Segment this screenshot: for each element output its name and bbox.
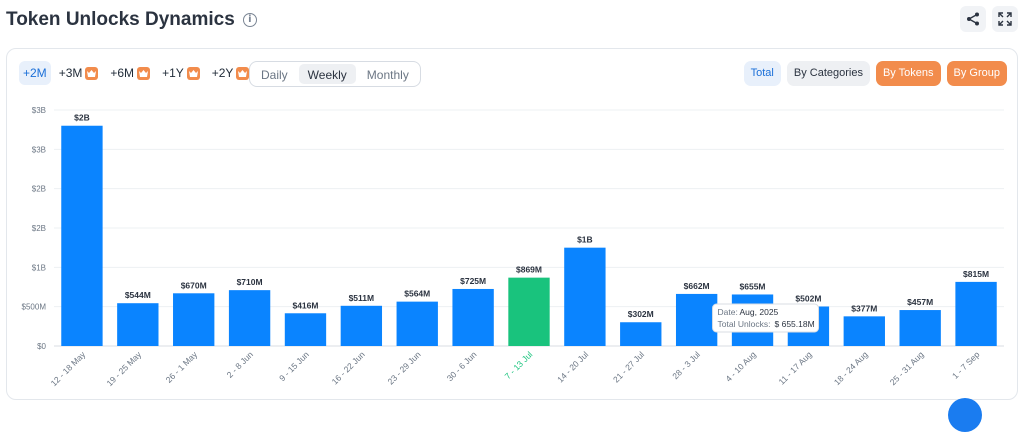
bar[interactable] — [899, 310, 941, 346]
bar-value-label: $655M — [740, 281, 766, 291]
range-option-label: +6M — [110, 66, 135, 80]
bar-value-label: $377M — [851, 303, 877, 313]
title-row: Token Unlocks Dynamics i — [6, 6, 257, 34]
range-option-plus-2y[interactable]: +2Y — [208, 61, 254, 85]
bar[interactable] — [564, 247, 606, 346]
bar[interactable] — [396, 301, 438, 346]
range-option-label: +2Y — [211, 66, 234, 80]
bar[interactable] — [284, 313, 327, 346]
bar[interactable] — [173, 293, 215, 346]
range-selector: +2M +3M +6M +1Y +2Y — [19, 61, 253, 85]
bar-value-label: $2B — [74, 113, 90, 123]
tooltip-box — [712, 303, 820, 333]
bar[interactable] — [955, 281, 997, 346]
granularity-monthly[interactable]: Monthly — [366, 68, 409, 82]
range-option-plus-1y[interactable]: +1Y — [158, 61, 204, 85]
bar-value-label: $725M — [460, 276, 486, 286]
range-option-plus-6m[interactable]: +6M — [106, 61, 154, 85]
bar[interactable] — [117, 303, 159, 346]
y-tick-label: $2B — [32, 185, 46, 194]
y-tick-label: $3B — [32, 106, 46, 115]
range-option-label: +3M — [58, 66, 83, 80]
x-tick-label: 16 - 22 Jun — [330, 349, 367, 386]
header-actions — [960, 6, 1018, 32]
x-tick-label: 18 - 24 Aug — [832, 349, 870, 387]
bar[interactable] — [61, 125, 103, 346]
group-by-tokens-button[interactable]: By Tokens — [875, 61, 941, 86]
group-total-button[interactable]: Total — [743, 61, 781, 86]
expand-button[interactable] — [992, 6, 1018, 32]
bar[interactable] — [620, 322, 662, 346]
share-icon — [967, 12, 979, 26]
group-by-group-button[interactable]: By Group — [946, 61, 1007, 86]
x-tick-label: 28 - 3 Jul — [670, 349, 702, 381]
crown-icon — [85, 66, 99, 80]
y-tick-label: $1B — [32, 263, 46, 272]
range-option-plus-2m[interactable]: +2M — [19, 61, 51, 85]
crown-icon — [137, 66, 151, 80]
crown-icon — [186, 66, 200, 80]
y-tick-label: $3B — [32, 145, 46, 154]
x-tick-label: 21 - 27 Jul — [611, 349, 646, 384]
expand-icon — [998, 12, 1012, 26]
bar-value-label: $416M — [292, 300, 318, 310]
bar[interactable] — [843, 316, 885, 346]
help-button[interactable] — [948, 398, 982, 432]
x-tick-label: 9 - 15 Jun — [277, 349, 311, 383]
x-tick-label: 11 - 17 Aug — [776, 349, 814, 387]
x-tick-label: 7 - 13 Jul — [503, 349, 535, 381]
bar-value-label: $564M — [404, 289, 430, 299]
crown-icon — [236, 66, 250, 80]
bar-value-label: $502M — [795, 294, 821, 304]
x-tick-label: 25 - 31 Aug — [888, 349, 926, 387]
bar-value-label: $710M — [237, 277, 263, 287]
x-tick-label: 19 - 25 May — [104, 349, 143, 388]
bar[interactable] — [340, 305, 383, 346]
y-tick-label: $2B — [32, 224, 46, 233]
granularity-weekly[interactable]: Weekly — [298, 64, 356, 84]
bar-value-label: $1B — [577, 235, 593, 245]
bar-value-label: $815M — [963, 269, 989, 279]
range-option-plus-3m[interactable]: +3M — [55, 61, 103, 85]
y-tick-label: $500M — [22, 303, 47, 312]
tooltip-date-value: Aug, 2025 — [740, 307, 779, 317]
x-tick-label: 26 - 1 May — [164, 349, 200, 385]
granularity-toggle: Daily Weekly Monthly — [249, 61, 421, 87]
bar[interactable] — [675, 293, 718, 346]
x-tick-label: 23 - 29 Jun — [386, 349, 423, 386]
bar[interactable] — [508, 277, 550, 346]
bar-value-label: $670M — [181, 280, 207, 290]
page-title: Token Unlocks Dynamics — [6, 9, 235, 30]
bar[interactable] — [452, 288, 494, 346]
bar[interactable] — [228, 290, 271, 346]
bar-value-label: $511M — [349, 293, 375, 303]
group-by-categories-button[interactable]: By Categories — [786, 61, 870, 86]
bar-value-label: $457M — [907, 297, 933, 307]
granularity-daily[interactable]: Daily — [261, 68, 288, 82]
tooltip-total-value: $ 655.18M — [775, 319, 815, 329]
x-tick-label: 12 - 18 May — [49, 349, 88, 388]
y-tick-label: $0 — [37, 342, 46, 351]
share-button[interactable] — [960, 6, 986, 32]
x-tick-label: 30 - 6 Jun — [445, 349, 479, 383]
bar-value-label: $544M — [125, 290, 151, 300]
tooltip-date-label: Date: — [718, 307, 738, 317]
range-option-label: +2M — [23, 66, 47, 80]
info-circle-icon[interactable]: i — [242, 13, 257, 27]
x-tick-label: 2 - 8 Jun — [225, 349, 256, 380]
bar-value-label: $662M — [684, 281, 710, 291]
x-tick-label: 14 - 20 Jul — [555, 349, 590, 384]
bar-value-label: $869M — [516, 265, 542, 275]
x-tick-label: 4 - 10 Aug — [723, 349, 758, 384]
tooltip-total-label: Total Unlocks: — [718, 319, 771, 329]
range-option-label: +1Y — [162, 66, 184, 80]
bar-value-label: $302M — [628, 309, 654, 319]
x-tick-label: 1 - 7 Sep — [950, 349, 982, 381]
unlocks-bar-chart: $0 $500M $1B $2B $2B $3B $3B $2B 12 - 18 May $544… — [22, 106, 1004, 388]
grouping-buttons: Total By Categories By Tokens By Group — [743, 61, 1007, 86]
